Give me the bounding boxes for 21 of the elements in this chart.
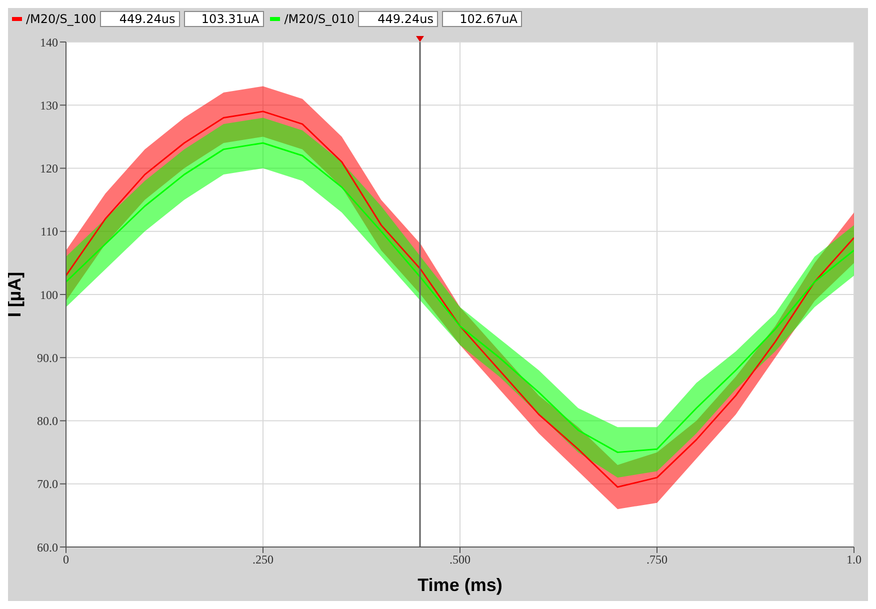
x-tick-label: 0 [63, 552, 69, 567]
legend-label: /M20/S_100 [26, 12, 96, 26]
x-tick-label: 1.0 [846, 552, 862, 567]
x-tick-label: .500 [450, 552, 470, 567]
text: 449.24us [358, 11, 438, 27]
text: 102.67uA [442, 11, 522, 27]
y-tick-label: 80.0 [37, 414, 58, 428]
x-axis-title: Time (ms) [418, 575, 502, 595]
y-tick-label: 60.0 [37, 540, 58, 554]
legend-label: /M20/S_010 [284, 12, 354, 26]
text: 449.24us [100, 11, 180, 27]
y-tick-label: 140 [40, 35, 58, 50]
y-tick-label: 90.0 [37, 350, 58, 365]
x-tick-label: .750 [646, 552, 668, 567]
x-tick-label: .250 [252, 552, 274, 567]
y-tick-label: 100 [40, 288, 58, 302]
y-tick-label: 110 [40, 224, 58, 239]
y-tick-label: 120 [40, 162, 58, 176]
y-tick-label: 130 [40, 98, 58, 112]
y-tick-label: 70.0 [37, 477, 58, 492]
text: 103.31uA [184, 11, 264, 27]
